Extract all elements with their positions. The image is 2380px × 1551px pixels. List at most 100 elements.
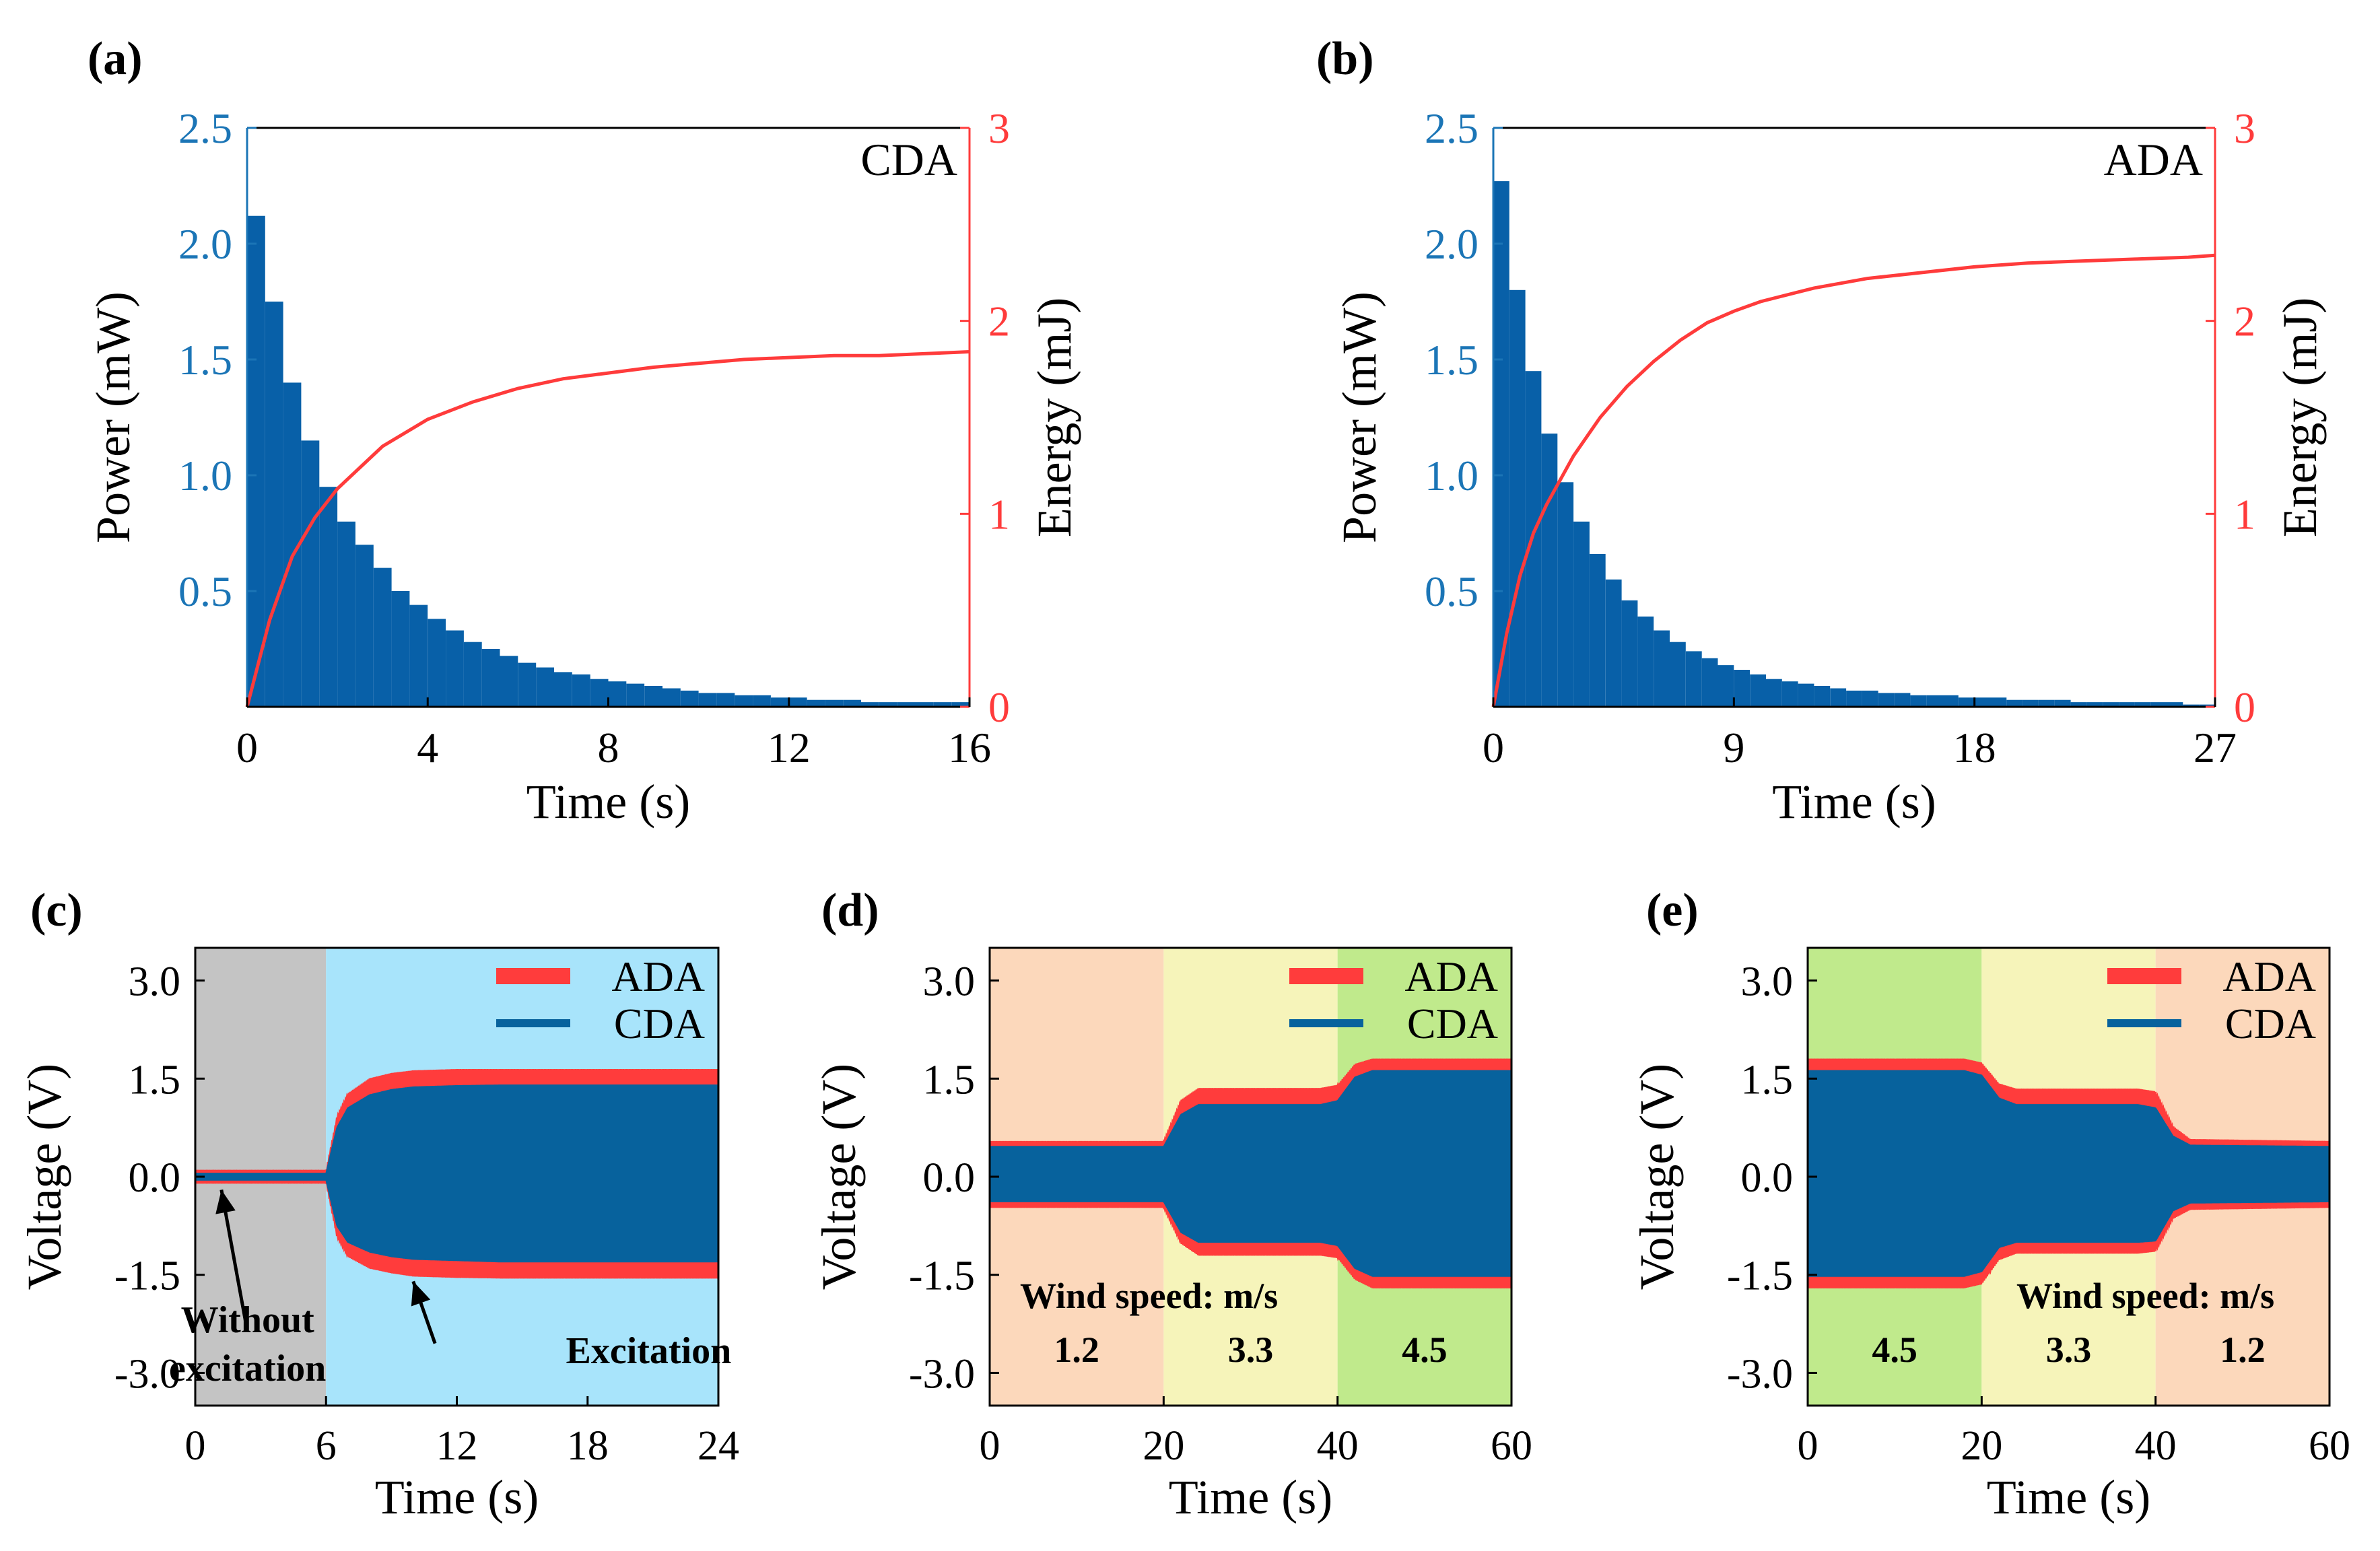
y-tick-label-left: 1.5 xyxy=(1425,336,1478,384)
power-bar xyxy=(770,697,789,707)
y-tick-label-right: 1 xyxy=(988,490,1010,538)
y-axis-title: Voltage (V) xyxy=(812,1064,866,1290)
power-bar xyxy=(1670,642,1686,707)
y-tick-label-right: 2 xyxy=(2234,298,2255,345)
x-tick-label: 0 xyxy=(185,1423,206,1469)
y-tick-label-right: 0 xyxy=(988,683,1010,731)
power-bar xyxy=(2199,704,2215,707)
power-bar xyxy=(1781,681,1798,707)
power-bar xyxy=(897,702,916,707)
energy-line xyxy=(1491,253,2216,708)
x-tick-label: 60 xyxy=(1491,1423,1532,1469)
y-tick-label-right: 3 xyxy=(2234,104,2255,152)
power-bar xyxy=(2070,702,2087,707)
x-tick-label: 8 xyxy=(598,724,619,771)
annotation-text: Excitation xyxy=(566,1330,732,1372)
power-bar xyxy=(1734,670,1750,707)
power-bar xyxy=(1509,289,1526,707)
power-bar xyxy=(2134,702,2151,707)
wind-speed-value: 1.2 xyxy=(1054,1330,1099,1370)
power-bar xyxy=(753,695,771,707)
wind-speed-value: 1.2 xyxy=(2220,1330,2266,1370)
y-tick-label-left: 2.5 xyxy=(178,104,232,152)
x-axis-title: Time (s) xyxy=(1987,1470,2150,1524)
y-axis-title-left: Power (mW) xyxy=(86,291,140,543)
power-bar xyxy=(247,215,265,707)
x-tick-label: 6 xyxy=(316,1423,337,1469)
y-tick-label: 3.0 xyxy=(923,959,976,1005)
power-bar xyxy=(1974,697,1991,707)
wind-speed-value: 3.3 xyxy=(1228,1330,1274,1370)
power-bar xyxy=(2103,702,2119,707)
power-bar xyxy=(409,605,428,707)
power-bar xyxy=(518,662,537,707)
x-tick-label: 16 xyxy=(948,724,991,771)
panel-b: (b) 0.5 1.0 1.5 2.0 2.5 0 1 2 3 0 9 18 27 Time (s) Powe… xyxy=(1316,33,2327,829)
panel-annotation: CDA xyxy=(860,134,957,185)
power-bar xyxy=(337,521,355,707)
power-bar xyxy=(428,619,446,707)
x-tick-label: 20 xyxy=(1143,1423,1184,1469)
annotation-arrowhead xyxy=(411,1281,431,1307)
power-bar xyxy=(355,545,374,707)
power-bar xyxy=(662,688,681,707)
legend-label: CDA xyxy=(614,1000,705,1047)
legend-label: CDA xyxy=(1407,1000,1498,1047)
x-tick-label: 24 xyxy=(698,1423,739,1469)
power-bar xyxy=(951,702,970,707)
y-axis-title: Voltage (V) xyxy=(18,1064,71,1290)
power-bar xyxy=(1589,554,1606,707)
y-tick-label-left: 2.0 xyxy=(1425,220,1478,268)
panel-label: (b) xyxy=(1316,33,1374,85)
y-tick-label: 1.5 xyxy=(923,1057,976,1103)
y-tick-label-right: 2 xyxy=(988,298,1010,345)
panel-annotation: ADA xyxy=(2104,134,2203,185)
power-bar xyxy=(1750,674,1766,707)
x-tick-label: 0 xyxy=(236,724,258,771)
annotation-text: excitation xyxy=(169,1348,326,1389)
power-bar xyxy=(2086,702,2103,707)
legend-label: ADA xyxy=(2222,953,2316,1000)
x-tick-label: 60 xyxy=(2309,1423,2350,1469)
energy-line xyxy=(245,350,970,708)
y-tick-label-left: 2.5 xyxy=(1425,104,1478,152)
y-tick-label: -1.5 xyxy=(1727,1253,1793,1299)
power-bar xyxy=(608,681,627,707)
power-bar xyxy=(391,591,410,707)
x-tick-label: 12 xyxy=(768,724,811,771)
power-bar xyxy=(1557,482,1574,707)
power-bar xyxy=(879,702,897,707)
power-bar xyxy=(572,674,590,707)
panel-label: (a) xyxy=(88,33,143,85)
wind-speed-value: 3.3 xyxy=(2046,1330,2092,1370)
x-axis-title: Time (s) xyxy=(1772,775,1936,829)
power-bar xyxy=(1766,679,1782,707)
annotation-text: Without xyxy=(181,1299,314,1341)
power-bar xyxy=(481,649,500,707)
power-bar xyxy=(1621,600,1638,707)
y-tick-label-left: 0.5 xyxy=(1425,567,1478,615)
power-bar xyxy=(590,679,609,707)
legend-label: CDA xyxy=(2225,1000,2316,1047)
power-bar xyxy=(373,567,392,707)
x-tick-label: 4 xyxy=(417,724,438,771)
power-bar xyxy=(536,667,554,707)
power-bar xyxy=(319,487,338,707)
y-axis-title-right: Energy (mJ) xyxy=(2273,298,2327,538)
power-bar xyxy=(644,686,662,707)
power-bar xyxy=(1541,434,1558,707)
power-bar xyxy=(1894,693,1911,707)
x-tick-label: 0 xyxy=(1483,724,1504,771)
power-bar xyxy=(915,702,934,707)
wind-speed-title: Wind speed: m/s xyxy=(1020,1276,1278,1316)
power-bar xyxy=(698,693,717,707)
x-tick-label: 0 xyxy=(1798,1423,1818,1469)
power-bar xyxy=(1718,665,1734,707)
power-bar xyxy=(1990,697,2007,707)
power-bar xyxy=(1654,630,1670,707)
y-tick-label-left: 1.0 xyxy=(1425,452,1478,499)
y-tick-label: 0.0 xyxy=(1741,1155,1794,1201)
y-tick-label: 1.5 xyxy=(129,1057,181,1103)
power-bar xyxy=(265,302,283,707)
y-tick-label: 0.0 xyxy=(923,1155,976,1201)
